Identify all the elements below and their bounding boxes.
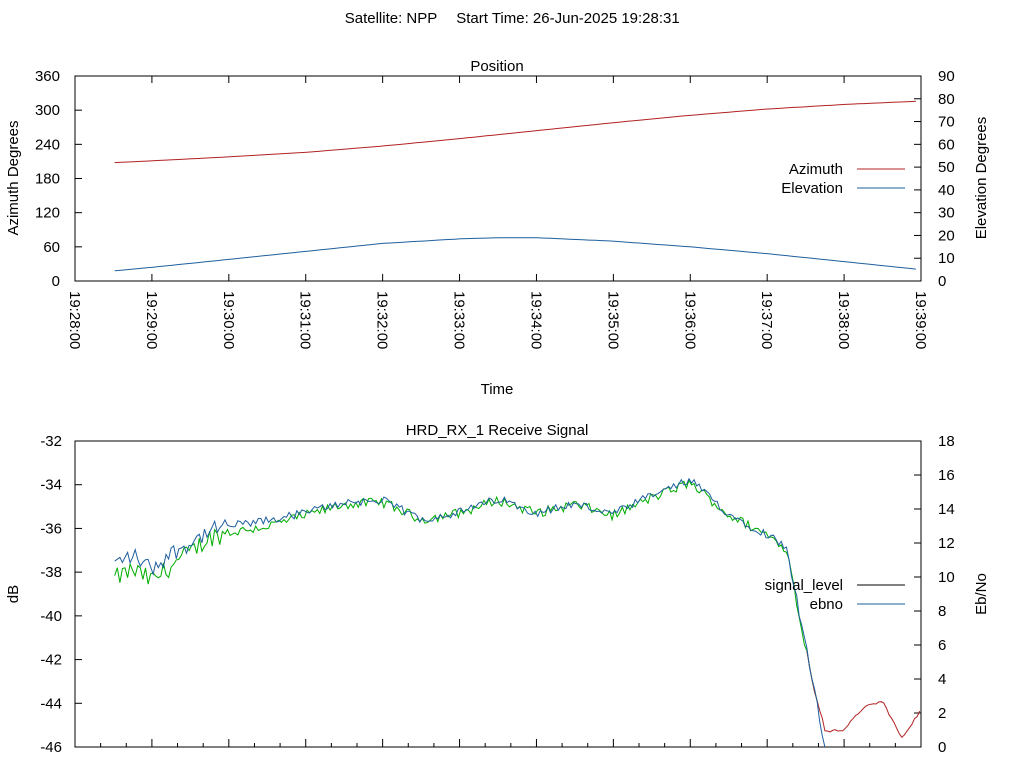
position-y-tick-label: 120 — [35, 205, 60, 222]
position-y2-tick-label: 60 — [938, 136, 955, 153]
position-series — [114, 100, 916, 272]
legend-azimuth-label: Azimuth — [789, 161, 843, 178]
position-x-tick-label: 19:31:00 — [297, 291, 314, 349]
signal-y2-tick-label: 14 — [938, 501, 955, 518]
signal-level-trace — [114, 478, 818, 702]
signal-y2-tick-label: 6 — [938, 637, 946, 654]
position-y-tick-label: 300 — [35, 102, 60, 119]
signal-y2-axis-label: Eb/No — [973, 573, 990, 615]
signal-y-tick-label: -36 — [40, 520, 62, 537]
position-x-tick-label: 19:28:00 — [66, 291, 83, 349]
ebno-line — [114, 477, 826, 748]
position-x-tick-label: 19:33:00 — [451, 291, 468, 349]
start-time-label: Start Time: 26-Jun-2025 19:28:31 — [456, 10, 679, 27]
position-x-tick-label: 19:35:00 — [604, 291, 621, 349]
position-y-tick-label: 240 — [35, 136, 60, 153]
signal-y-tick-label: -34 — [40, 477, 62, 494]
signal-y2-tick-label: 16 — [938, 467, 955, 484]
position-y-tick-label: 360 — [35, 68, 60, 85]
signal-chart-title: HRD_RX_1 Receive Signal — [406, 422, 589, 439]
signal-y-axis-label: dB — [5, 585, 22, 603]
position-x-axis-label: Time — [481, 381, 514, 398]
position-y2-axis-label: Elevation Degrees — [973, 117, 990, 240]
position-x-tick-label: 19:29:00 — [143, 291, 160, 349]
position-y-tick-label: 60 — [43, 239, 60, 256]
signal-y2-tick-label: 0 — [938, 739, 946, 756]
position-y2-tick-label: 70 — [938, 114, 955, 131]
position-x-tick-label: 19:32:00 — [374, 291, 391, 349]
signal-y2-tick-label: 2 — [938, 705, 946, 722]
position-y2-tick-label: 50 — [938, 159, 955, 176]
signal-level-low-trace — [806, 650, 921, 738]
elevation-line — [114, 237, 916, 272]
signal-y-tick-label: -42 — [40, 652, 62, 669]
signal-y-tick-label: -44 — [40, 695, 62, 712]
position-y2-tick-label: 0 — [938, 273, 946, 290]
position-chart-title: Position — [470, 58, 523, 75]
position-y-tick-label: 0 — [52, 273, 60, 290]
position-x-tick-label: 19:36:00 — [681, 291, 698, 349]
position-x-tick-label: 19:39:00 — [912, 291, 929, 349]
signal-level-line — [114, 479, 818, 702]
signal-legend: signal_level ebno — [765, 577, 905, 613]
position-x-tick-label: 19:30:00 — [220, 291, 237, 349]
position-x-tick-label: 19:34:00 — [527, 291, 544, 349]
signal-y2-tick-label: 18 — [938, 433, 955, 450]
signal-chart: HRD_RX_1 Receive Signal -32-34-36-38-40-… — [5, 422, 990, 756]
azimuth-line — [114, 100, 916, 164]
signal-series — [114, 477, 921, 748]
position-x-tick-label: 19:38:00 — [835, 291, 852, 349]
position-y2-tick-label: 40 — [938, 182, 955, 199]
position-y2-tick-label: 20 — [938, 227, 955, 244]
signal-y-tick-label: -38 — [40, 564, 62, 581]
signal-y-tick-label: -40 — [40, 608, 62, 625]
signal-y2-tick-label: 8 — [938, 603, 946, 620]
legend-ebno-label: ebno — [810, 596, 843, 613]
position-axes: 19:28:00 19:29:00 19:30:00 19:31:00 19:32:00… — [35, 68, 955, 349]
position-y2-tick-label: 90 — [938, 68, 955, 85]
position-y2-tick-label: 30 — [938, 205, 955, 222]
signal-y2-tick-label: 10 — [938, 569, 955, 586]
position-legend: Azimuth Elevation — [781, 161, 905, 197]
signal-y2-tick-label: 12 — [938, 535, 955, 552]
position-chart: Position 19:28:00 19:29:00 19:30:00 19:31:0… — [5, 58, 990, 398]
satellite-label: Satellite: NPP — [345, 10, 438, 27]
signal-y2-tick-label: 4 — [938, 671, 946, 688]
position-plot-frame — [74, 75, 922, 282]
signal-y-tick-label: -46 — [40, 739, 62, 756]
legend-elevation-label: Elevation — [781, 180, 843, 197]
position-y-axis-label: Azimuth Degrees — [5, 120, 22, 235]
position-y2-tick-label: 10 — [938, 250, 955, 267]
legend-signal-level-label: signal_level — [765, 577, 843, 594]
signal-plot-frame — [74, 440, 922, 748]
position-x-tick-label: 19:37:00 — [758, 291, 775, 349]
signal-axes: -32 -34 -36 -38 -40 -42 -44 -46 0 2 4 6 8 10 12 14 16 18 — [40, 433, 954, 756]
position-y2-tick-label: 80 — [938, 91, 955, 108]
signal-y-tick-label: -32 — [40, 433, 62, 450]
position-y-tick-label: 180 — [35, 171, 60, 188]
